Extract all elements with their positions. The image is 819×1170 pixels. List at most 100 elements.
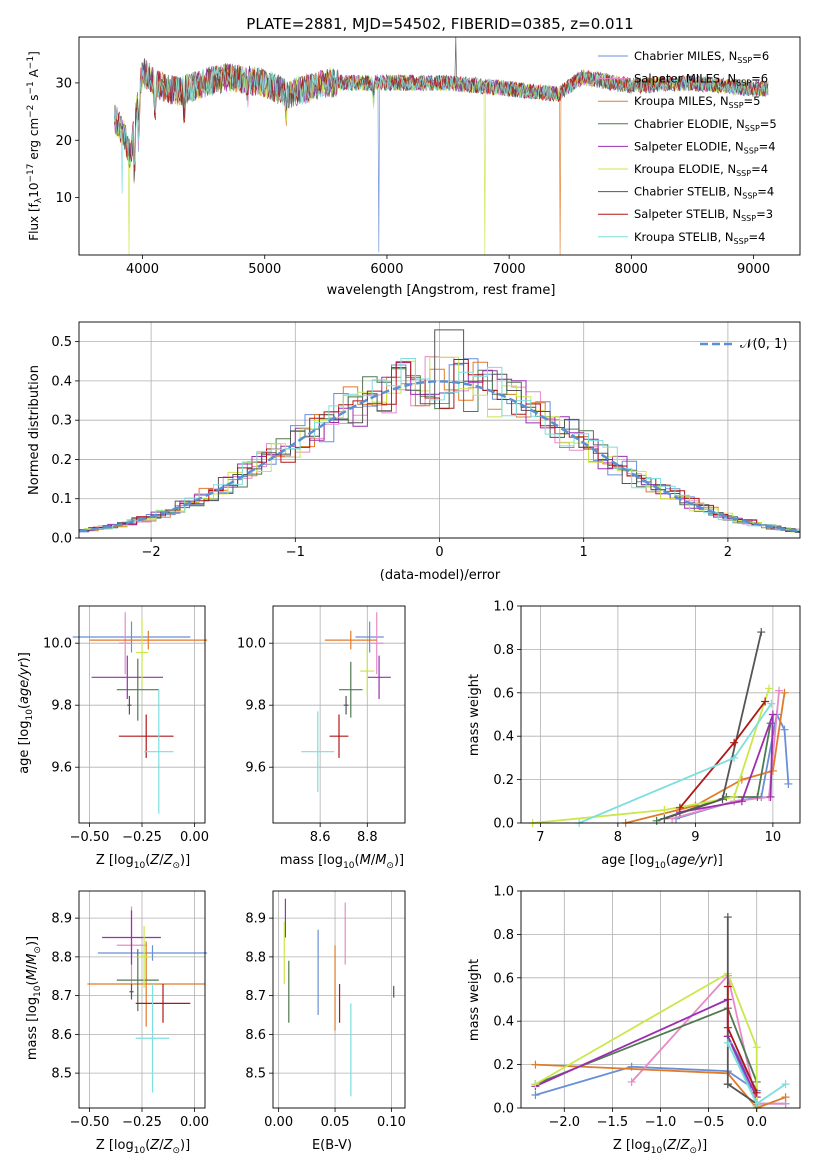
x-tick-label: 10 bbox=[765, 830, 782, 845]
y-tick-label: 8.9 bbox=[245, 912, 266, 927]
y-tick-label: 8.7 bbox=[51, 989, 72, 1004]
mass-weight-marker bbox=[768, 766, 777, 775]
x-tick-label: 4000 bbox=[126, 262, 159, 277]
y-tick-label: 9.6 bbox=[51, 761, 72, 776]
mass-weight-marker bbox=[761, 697, 770, 706]
y-tick-label: 0.5 bbox=[51, 335, 72, 350]
mass-weight-marker bbox=[768, 710, 777, 719]
y-tick-label: 0.0 bbox=[493, 1102, 514, 1117]
legend-label: Salpeter MILES, NSSP=6 bbox=[634, 72, 768, 88]
y-tick-label: 9.6 bbox=[245, 761, 266, 776]
y-tick-label: 10.0 bbox=[237, 637, 266, 652]
mass-weight-line bbox=[532, 688, 770, 824]
mass-weight-marker bbox=[660, 814, 669, 823]
x-tick-label: −1 bbox=[286, 545, 305, 560]
y-tick-label: 0.4 bbox=[493, 1015, 514, 1030]
spectrum-ylabel: Flux [fλ10−17 erg cm−2 s−1 A−1] bbox=[26, 51, 44, 241]
legend-label: Kroupa MILES, NSSP=5 bbox=[634, 94, 760, 110]
spectrum-line bbox=[114, 62, 769, 194]
y-tick-label: 8.5 bbox=[245, 1067, 266, 1082]
mass-weight-marker bbox=[675, 803, 684, 812]
mass-weight-marker bbox=[752, 1043, 761, 1052]
x-tick-label: −1.0 bbox=[645, 1115, 677, 1130]
x-tick-label: 5000 bbox=[248, 262, 281, 277]
mass-weight-marker bbox=[780, 688, 789, 697]
legend-label: Chabrier ELODIE, NSSP=5 bbox=[634, 117, 777, 133]
legend-label: Chabrier MILES, NSSP=6 bbox=[634, 49, 769, 65]
axes-frame bbox=[272, 605, 406, 824]
hist-xlabel: (data-model)/error bbox=[380, 568, 501, 583]
y-tick-label: 1.0 bbox=[493, 885, 514, 900]
y-tick-label: 0.6 bbox=[493, 971, 514, 986]
p3-xlabel: Z [log10(Z/Z⊙)] bbox=[96, 853, 190, 871]
legend-label: Kroupa STELIB, NSSP=4 bbox=[634, 230, 765, 246]
y-tick-label: 0.1 bbox=[51, 492, 72, 507]
y-tick-label: 20 bbox=[55, 134, 72, 149]
p7-xlabel: E(B-V) bbox=[312, 1138, 352, 1153]
axes-frame bbox=[78, 605, 206, 824]
gaussian-curve bbox=[78, 380, 801, 533]
p5-ylabel: mass weight bbox=[467, 674, 482, 756]
mass-weight-marker bbox=[775, 686, 784, 695]
legend-label: Salpeter STELIB, NSSP=3 bbox=[634, 207, 773, 223]
y-tick-label: 8.8 bbox=[245, 950, 266, 965]
legend-label: Chabrier STELIB, NSSP=4 bbox=[634, 185, 774, 201]
y-tick-label: 0.2 bbox=[493, 1058, 514, 1073]
histogram-step bbox=[79, 358, 800, 533]
y-tick-label: 0.4 bbox=[493, 730, 514, 745]
y-tick-label: 8.9 bbox=[51, 912, 72, 927]
mass-weight-marker bbox=[531, 1060, 540, 1069]
hist-legend-label: 𝒩(0, 1) bbox=[740, 337, 787, 352]
histogram-step bbox=[79, 329, 800, 533]
y-tick-label: 0.2 bbox=[51, 453, 72, 468]
y-tick-label: 8.6 bbox=[245, 1028, 266, 1043]
mass-weight-marker bbox=[723, 1023, 732, 1032]
x-tick-label: −0.25 bbox=[122, 1115, 162, 1130]
axes-frame bbox=[520, 605, 801, 824]
y-tick-label: 10.0 bbox=[43, 637, 72, 652]
mass-weight-line bbox=[679, 713, 774, 813]
x-tick-label: −0.50 bbox=[70, 1115, 110, 1130]
x-tick-label: 7000 bbox=[493, 262, 526, 277]
histogram-step bbox=[79, 359, 800, 532]
x-tick-label: 0.0 bbox=[746, 1115, 767, 1130]
mass-weight-marker bbox=[730, 753, 739, 762]
p8-ylabel: mass weight bbox=[467, 959, 482, 1041]
p6-ylabel: mass [log10(M/M⊙)] bbox=[25, 936, 43, 1060]
y-tick-label: 0.8 bbox=[493, 643, 514, 658]
mass-weight-marker bbox=[627, 1077, 636, 1086]
y-tick-label: 0.8 bbox=[493, 928, 514, 943]
mass-weight-marker bbox=[718, 795, 727, 804]
mass-weight-marker bbox=[781, 1093, 790, 1102]
x-tick-label: 6000 bbox=[370, 262, 403, 277]
y-tick-label: 9.8 bbox=[51, 699, 72, 714]
mass-weight-line bbox=[630, 974, 786, 1105]
x-tick-label: 8000 bbox=[615, 262, 648, 277]
mass-weight-marker bbox=[723, 1080, 732, 1089]
mass-weight-marker bbox=[730, 738, 739, 747]
mass-weight-marker bbox=[757, 628, 766, 637]
y-tick-label: 0.0 bbox=[493, 817, 514, 832]
axes-frame bbox=[520, 890, 801, 1109]
mass-weight-line bbox=[671, 690, 780, 820]
histogram-step bbox=[83, 358, 800, 532]
x-tick-label: −2.0 bbox=[549, 1115, 581, 1130]
mass-weight-marker bbox=[730, 792, 739, 801]
x-tick-label: 0.05 bbox=[321, 1115, 350, 1130]
mass-weight-marker bbox=[767, 699, 776, 708]
spectrum-xlabel: wavelength [Angstrom, rest frame] bbox=[327, 283, 556, 298]
x-tick-label: −0.25 bbox=[122, 830, 162, 845]
mass-weight-marker bbox=[723, 913, 732, 922]
y-tick-label: 30 bbox=[55, 76, 72, 91]
y-tick-label: 0.3 bbox=[51, 414, 72, 429]
x-tick-label: −0.5 bbox=[693, 1115, 725, 1130]
x-tick-label: −1.5 bbox=[597, 1115, 629, 1130]
axes-frame bbox=[78, 36, 801, 256]
x-tick-label: 8 bbox=[614, 830, 622, 845]
p4-xlabel: mass [log10(M/M⊙)] bbox=[280, 853, 404, 871]
x-tick-label: 9000 bbox=[737, 262, 770, 277]
x-tick-label: 9 bbox=[691, 830, 699, 845]
mass-weight-marker bbox=[765, 684, 773, 693]
x-tick-label: 0.00 bbox=[264, 1115, 293, 1130]
